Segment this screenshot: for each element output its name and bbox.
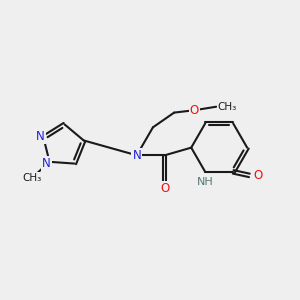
Text: CH₃: CH₃ (22, 173, 41, 183)
Text: NH: NH (197, 177, 214, 187)
Text: N: N (42, 157, 51, 170)
Text: N: N (132, 149, 141, 162)
Text: O: O (190, 104, 199, 117)
Text: O: O (160, 182, 169, 195)
Text: O: O (254, 169, 263, 182)
Text: N: N (36, 130, 45, 143)
Text: CH₃: CH₃ (218, 102, 237, 112)
